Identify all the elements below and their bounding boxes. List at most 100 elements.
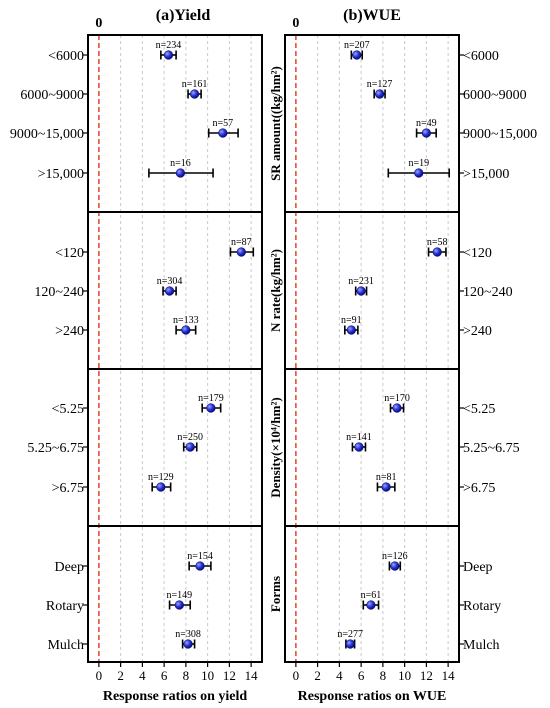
panel-title: (b)WUE	[343, 7, 401, 24]
x-tick-label: 12	[420, 668, 433, 683]
sample-size-label: n=87	[231, 237, 252, 248]
group-label: N rate(kg/hm²)	[268, 249, 283, 332]
category-label: 120~240	[34, 285, 84, 300]
panel-frame	[87, 34, 263, 663]
category-label: Rotary	[463, 599, 501, 614]
sample-size-label: n=207	[344, 40, 370, 51]
category-label: 9000~15,000	[463, 127, 537, 142]
category-label: <6000	[463, 49, 499, 64]
x-tick-label: 10	[201, 668, 214, 683]
panel-title: (a)Yield	[156, 7, 211, 24]
mean-point	[206, 403, 216, 413]
mean-point	[381, 482, 391, 492]
mean-point	[432, 247, 442, 257]
x-tick-label: 0	[293, 668, 300, 683]
sample-size-label: n=58	[427, 237, 448, 248]
category-label: 9000~15,000	[10, 127, 84, 142]
mean-point	[175, 168, 186, 178]
category-label: 6000~9000	[20, 88, 84, 103]
mean-point	[183, 639, 193, 649]
mean-point	[421, 128, 431, 138]
category-label: <120	[55, 246, 84, 261]
category-label: >6.75	[463, 481, 495, 496]
category-label: <5.25	[463, 402, 495, 417]
category-label: Mulch	[463, 638, 500, 653]
x-tick-label: 6	[358, 668, 365, 683]
sample-size-label: n=154	[187, 551, 213, 562]
sample-size-label: n=179	[198, 393, 224, 404]
sample-size-label: n=57	[213, 118, 234, 129]
x-tick-label: 4	[336, 668, 343, 683]
x-axis-label: Response ratios on WUE	[298, 689, 447, 704]
group-label: Density(×10⁴/hm²)	[268, 397, 283, 497]
sample-size-label: n=61	[361, 590, 382, 601]
category-label: Deep	[54, 560, 84, 575]
x-tick-label: 8	[183, 668, 190, 683]
category-label: Deep	[463, 560, 493, 575]
category-label: Rotary	[46, 599, 84, 614]
panel-frame	[284, 34, 460, 663]
sample-size-label: n=231	[348, 276, 374, 287]
x-tick-label: 6	[161, 668, 168, 683]
category-label: 5.25~6.75	[27, 441, 84, 456]
mean-point	[414, 168, 424, 178]
category-label: 5.25~6.75	[463, 441, 520, 456]
group-label: SR amount((kg/hm²)	[268, 66, 283, 181]
sample-size-label: n=304	[157, 276, 183, 287]
x-tick-label: 4	[139, 668, 146, 683]
mean-point	[156, 482, 166, 492]
x-tick-label: 12	[223, 668, 236, 683]
sample-size-label: n=234	[156, 40, 182, 51]
category-label: >240	[463, 324, 492, 339]
sample-size-label: n=308	[175, 629, 201, 640]
sample-size-label: n=277	[337, 629, 363, 640]
mean-point	[236, 247, 246, 257]
sample-size-label: n=49	[416, 118, 437, 129]
mean-point	[174, 600, 184, 610]
x-tick-label: 2	[314, 668, 321, 683]
category-label: Mulch	[47, 638, 84, 653]
category-label: >15,000	[463, 167, 509, 182]
mean-point	[189, 89, 200, 99]
sample-size-label: n=81	[376, 472, 397, 483]
sample-size-label: n=16	[170, 158, 191, 169]
sample-size-label: n=250	[177, 432, 203, 443]
category-label: >240	[55, 324, 84, 339]
category-label: <120	[463, 246, 492, 261]
sample-size-label: n=91	[341, 315, 362, 326]
x-axis-label: Response ratios on yield	[103, 689, 248, 704]
mean-point	[392, 403, 402, 413]
mean-point	[164, 286, 175, 296]
category-label: >6.75	[52, 481, 84, 496]
zero-label: 0	[292, 16, 299, 31]
category-label: >15,000	[38, 167, 84, 182]
x-tick-label: 2	[117, 668, 124, 683]
mean-point	[181, 325, 191, 335]
sample-size-label: n=127	[367, 79, 393, 90]
x-tick-label: 8	[380, 668, 387, 683]
mean-point	[346, 325, 356, 335]
mean-point	[352, 50, 362, 60]
sample-size-label: n=133	[173, 315, 199, 326]
sample-size-label: n=149	[167, 590, 193, 601]
mean-point	[195, 561, 205, 571]
sample-size-label: n=19	[408, 158, 429, 169]
mean-point	[163, 50, 174, 60]
sample-size-label: n=170	[384, 393, 410, 404]
mean-point	[375, 89, 385, 99]
mean-point	[345, 639, 355, 649]
category-label: 120~240	[463, 285, 513, 300]
mean-point	[185, 442, 195, 452]
mean-point	[366, 600, 376, 610]
category-label: <5.25	[52, 402, 84, 417]
mean-point	[354, 442, 364, 452]
x-tick-label: 14	[442, 668, 456, 683]
x-tick-label: 0	[96, 668, 103, 683]
category-label: <6000	[48, 49, 84, 64]
mean-point	[356, 286, 366, 296]
mean-point	[218, 128, 228, 138]
sample-size-label: n=126	[382, 551, 408, 562]
